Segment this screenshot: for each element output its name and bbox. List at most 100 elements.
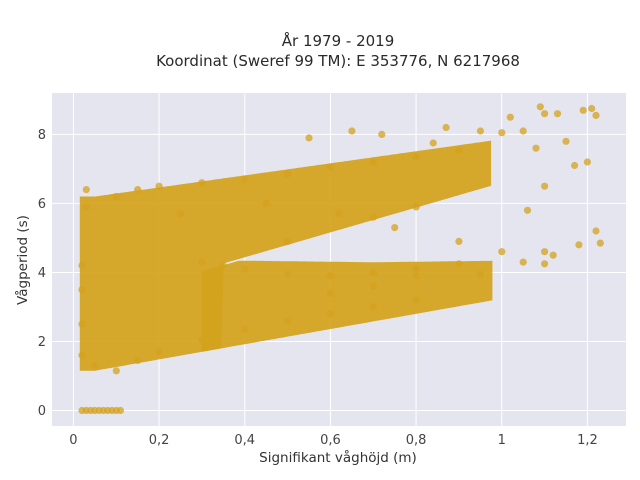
data-point — [305, 134, 313, 142]
data-point — [219, 261, 227, 270]
data-point — [284, 317, 292, 325]
data-point — [241, 175, 249, 183]
y-tick-label: 8 — [38, 128, 46, 143]
cloud-lower-band — [201, 260, 493, 352]
data-point — [476, 270, 484, 278]
data-point — [78, 320, 86, 328]
data-point — [575, 241, 583, 249]
data-point — [198, 179, 206, 187]
y-tick-label: 0 — [38, 404, 46, 419]
y-tick-label: 2 — [38, 335, 46, 350]
data-point — [78, 261, 86, 270]
data-point — [155, 348, 163, 356]
y-tick-label: 6 — [38, 197, 46, 212]
data-point — [78, 286, 86, 294]
data-point — [284, 237, 292, 245]
data-point — [476, 127, 484, 135]
data-point — [198, 258, 206, 266]
data-point — [116, 406, 125, 415]
data-point — [284, 270, 292, 278]
data-point — [82, 186, 90, 194]
data-point — [596, 239, 604, 247]
chart-title-line-1: År 1979 - 2019 — [282, 31, 395, 50]
data-point — [412, 153, 420, 161]
chart-title-line-2: Koordinat (Sweref 99 TM): E 353776, N 62… — [156, 52, 520, 70]
data-point — [134, 356, 142, 364]
data-point — [541, 182, 549, 190]
data-point — [326, 163, 334, 171]
data-point — [442, 123, 450, 132]
data-point — [176, 210, 185, 218]
data-point — [326, 272, 334, 280]
data-point — [369, 268, 377, 276]
data-point — [369, 303, 377, 311]
data-point — [455, 146, 463, 154]
tick-labels: 0 0,2 0,4 0,6 0,8 1 1,2 0 2 4 6 8 — [38, 128, 598, 448]
data-point — [134, 186, 142, 194]
y-axis-title: Vågperiod (s) — [14, 215, 31, 305]
data-point — [412, 203, 420, 211]
x-tick-label: 0,6 — [320, 433, 341, 448]
data-point — [335, 210, 343, 218]
data-point — [412, 272, 420, 280]
x-tick-label: 0,2 — [149, 433, 170, 448]
data-point — [455, 260, 463, 268]
data-point — [326, 289, 334, 297]
data-point — [112, 192, 120, 201]
data-point — [198, 336, 206, 344]
data-point — [369, 213, 377, 221]
y-tick-label: 4 — [38, 266, 46, 281]
data-point — [348, 127, 356, 135]
x-tick-label: 0 — [69, 433, 77, 448]
data-point — [498, 129, 506, 137]
x-tick-label: 1,2 — [577, 433, 598, 448]
data-point — [455, 237, 463, 245]
data-points — [78, 103, 604, 415]
data-point — [78, 351, 86, 359]
data-point — [588, 104, 596, 113]
data-point — [541, 248, 549, 256]
data-point — [211, 286, 219, 294]
data-point — [541, 110, 549, 118]
data-point — [429, 139, 437, 147]
data-point — [592, 111, 600, 119]
data-point — [583, 158, 592, 166]
data-point — [571, 161, 579, 170]
data-point — [553, 110, 562, 118]
data-point — [112, 367, 120, 375]
data-point — [412, 265, 420, 273]
data-point — [541, 260, 549, 268]
data-point — [592, 227, 600, 235]
data-point — [262, 199, 270, 207]
data-point — [284, 170, 292, 178]
data-point — [369, 158, 377, 166]
data-point — [519, 127, 527, 135]
cloud-upper-band — [79, 140, 492, 371]
data-point — [241, 265, 249, 273]
point-cloud — [79, 140, 493, 371]
data-point — [532, 144, 540, 152]
data-point — [241, 325, 249, 333]
data-point — [562, 137, 570, 145]
data-point — [82, 203, 90, 211]
data-point — [378, 130, 386, 138]
data-point — [498, 248, 506, 256]
data-point — [155, 182, 163, 190]
data-point — [369, 282, 377, 290]
data-point — [519, 258, 527, 266]
data-point — [506, 113, 514, 121]
data-point — [412, 296, 420, 304]
x-axis-title: Signifikant våghöjd (m) — [259, 449, 417, 466]
x-tick-label: 0,8 — [406, 433, 427, 448]
data-point — [326, 310, 334, 318]
x-tick-label: 0,4 — [234, 433, 255, 448]
data-point — [536, 103, 544, 111]
data-point — [579, 106, 587, 114]
x-tick-label: 1 — [498, 433, 506, 448]
data-point — [549, 251, 557, 259]
data-point — [91, 362, 99, 370]
data-point — [523, 206, 532, 214]
data-point — [391, 224, 399, 232]
